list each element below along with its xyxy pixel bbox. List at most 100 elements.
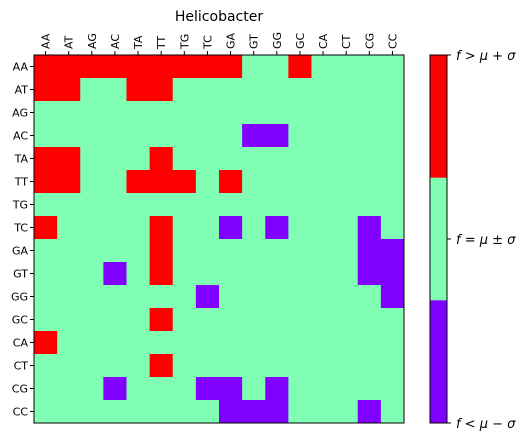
y-tick-label: AA: [13, 61, 29, 74]
y-tick-label: GT: [13, 268, 28, 281]
heatmap-cell-AG-GA: [219, 101, 243, 125]
heatmap-cell-TT-AA: [34, 170, 58, 194]
heatmap-cell-AT-CT: [334, 78, 359, 102]
heatmap-cell-AA-AG: [80, 55, 104, 79]
heatmap-cell-TC-CC: [380, 216, 405, 240]
heatmap-cell-CC-AC: [103, 400, 127, 424]
heatmap-cell-GT-CG: [357, 262, 382, 286]
heatmap-cell-TG-CC: [380, 193, 405, 217]
heatmap-cell-TC-TA: [126, 216, 151, 240]
heatmap-cell-GA-GT: [242, 239, 266, 263]
heatmap-cell-AT-AT: [57, 78, 81, 102]
heatmap-cell-TA-GC: [288, 147, 312, 171]
heatmap-cell-CT-TG: [172, 354, 197, 378]
heatmap-cell-CC-AT: [57, 400, 81, 424]
heatmap-cell-GG-GT: [242, 285, 266, 309]
heatmap-cell-TT-CG: [357, 170, 382, 194]
heatmap-cell-CC-CC: [380, 400, 405, 424]
y-tick-label: AC: [13, 130, 28, 143]
heatmap-cell-GG-CA: [311, 285, 336, 309]
heatmap-cell-TT-TC: [195, 170, 220, 194]
heatmap-cell-GC-TT: [149, 308, 174, 332]
y-tick-label: AG: [12, 107, 28, 120]
heatmap-cell-GT-TC: [195, 262, 220, 286]
heatmap-cell-AA-TG: [172, 55, 197, 79]
heatmap-cell-AA-AC: [103, 55, 127, 79]
heatmap-cell-AC-GG: [265, 124, 289, 148]
heatmap-cell-GT-TA: [126, 262, 151, 286]
x-tick-label: TG: [178, 34, 191, 50]
heatmap-cell-GC-CG: [357, 308, 382, 332]
heatmap-cell-GG-CT: [334, 285, 359, 309]
heatmap-cell-CA-AG: [80, 331, 104, 355]
y-tick-label: TA: [14, 153, 29, 166]
heatmap-cell-TC-AC: [103, 216, 127, 240]
heatmap-cell-TA-CA: [311, 147, 336, 171]
heatmap-cell-AC-CT: [334, 124, 359, 148]
heatmap-cell-AC-GA: [219, 124, 243, 148]
x-tick-label: CC: [386, 33, 399, 49]
heatmap-cell-TT-CA: [311, 170, 336, 194]
heatmap-cell-CG-GC: [288, 377, 312, 401]
heatmap-cell-GC-GC: [288, 308, 312, 332]
x-tick-label: AA: [40, 33, 53, 49]
x-tick-label: GC: [294, 32, 307, 49]
heatmap-cell-GC-GA: [219, 308, 243, 332]
heatmap-cell-CG-CG: [357, 377, 382, 401]
heatmap-cell-GT-TT: [149, 262, 174, 286]
heatmap-cell-GC-GG: [265, 308, 289, 332]
heatmap-cell-TT-GA: [219, 170, 243, 194]
heatmap-cell-AA-GA: [219, 55, 243, 79]
heatmap-cell-TC-GC: [288, 216, 312, 240]
heatmap-cell-CA-TC: [195, 331, 220, 355]
heatmap-cell-AA-CC: [380, 55, 405, 79]
heatmap-cell-TC-TG: [172, 216, 197, 240]
heatmap-cell-TT-AG: [80, 170, 104, 194]
heatmap-cell-TC-CA: [311, 216, 336, 240]
heatmap-cell-GG-AA: [34, 285, 58, 309]
heatmap-cell-AC-TT: [149, 124, 174, 148]
heatmap-cell-CC-AA: [34, 400, 58, 424]
heatmap-cell-CA-GC: [288, 331, 312, 355]
heatmap-cell-AC-AG: [80, 124, 104, 148]
heatmap-cell-TT-TT: [149, 170, 174, 194]
heatmap-cell-AC-CA: [311, 124, 336, 148]
heatmap-cell-CC-TC: [195, 400, 220, 424]
heatmap-cell-GA-GG: [265, 239, 289, 263]
heatmap-cell-AT-TC: [195, 78, 220, 102]
heatmap-cell-GG-GA: [219, 285, 243, 309]
heatmap-cell-AG-CG: [357, 101, 382, 125]
heatmap-cell-GA-AT: [57, 239, 81, 263]
heatmap-cell-TA-CC: [380, 147, 405, 171]
heatmap-cell-CG-AC: [103, 377, 127, 401]
heatmap-cell-GT-GT: [242, 262, 266, 286]
heatmap-cell-AG-TA: [126, 101, 151, 125]
chart-title: Helicobacter: [175, 9, 263, 25]
heatmap-cell-TG-GT: [242, 193, 266, 217]
heatmap-cell-AA-CA: [311, 55, 336, 79]
heatmap-cell-TG-CG: [357, 193, 382, 217]
heatmap-cell-CC-CG: [357, 400, 382, 424]
heatmap-cell-CG-TC: [195, 377, 220, 401]
x-tick-label: GA: [225, 32, 238, 49]
heatmap-cell-TG-GC: [288, 193, 312, 217]
heatmap-cell-GC-CC: [380, 308, 405, 332]
heatmap-cell-GC-AT: [57, 308, 81, 332]
y-tick-label: CA: [13, 337, 29, 350]
colorbar-label: f > μ + σ: [456, 49, 516, 64]
heatmap-cell-CT-CA: [311, 354, 336, 378]
heatmap-cell-TA-TA: [126, 147, 151, 171]
y-tick-label: CT: [14, 360, 29, 373]
heatmap-cell-AC-TA: [126, 124, 151, 148]
heatmap-cell-CA-TA: [126, 331, 151, 355]
heatmap-cell-GA-AC: [103, 239, 127, 263]
heatmap-cell-GA-CT: [334, 239, 359, 263]
heatmap-cell-CA-CT: [334, 331, 359, 355]
heatmap-cell-AA-TA: [126, 55, 151, 79]
heatmap-cell-GT-GA: [219, 262, 243, 286]
heatmap-cell-CA-AA: [34, 331, 58, 355]
x-tick-label: TC: [201, 35, 214, 50]
heatmap-cell-CT-TC: [195, 354, 220, 378]
y-tick-label: GA: [12, 245, 29, 258]
heatmap-cell-CA-TT: [149, 331, 174, 355]
